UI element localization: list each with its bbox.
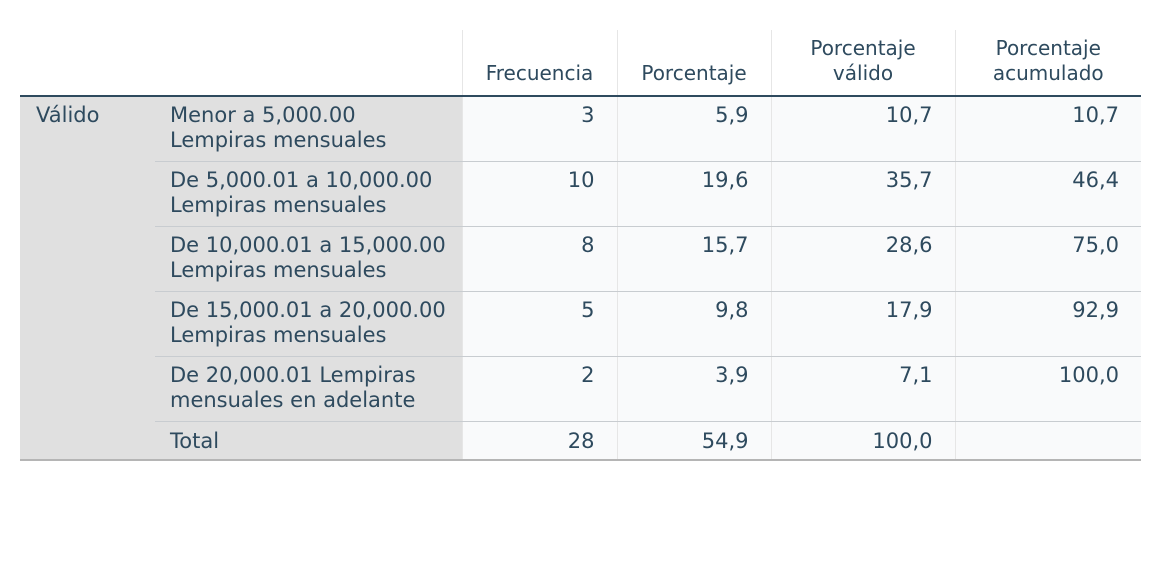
cell-porcentaje-valido: 10,7 — [770, 96, 955, 162]
cell-porcentaje-valido: 17,9 — [770, 291, 955, 357]
cell-porcentaje-valido: 28,6 — [770, 226, 955, 292]
table-row: De 10,000.01 a 15,000.00 Lempiras mensua… — [20, 226, 1141, 292]
header-row: Frecuencia Porcentaje Porcentaje válido … — [20, 30, 1141, 97]
total-porcentaje: 54,9 — [616, 421, 771, 461]
header-porcentaje-valido: Porcentaje válido — [770, 30, 955, 97]
header-frecuencia: Frecuencia — [461, 30, 617, 97]
cell-frecuencia: 3 — [461, 96, 617, 162]
total-label: Total — [155, 421, 462, 461]
table-row: De 5,000.01 a 10,000.00 Lempiras mensual… — [20, 161, 1141, 227]
frequency-table: Frecuencia Porcentaje Porcentaje válido … — [20, 30, 1141, 461]
cell-frecuencia: 8 — [461, 226, 617, 292]
cell-porcentaje: 5,9 — [616, 96, 771, 162]
cell-porcentaje: 9,8 — [616, 291, 771, 357]
cell-porcentaje: 3,9 — [616, 356, 771, 422]
table-row: Válido Menor a 5,000.00 Lempiras mensual… — [20, 96, 1141, 461]
row-label: De 10,000.01 a 15,000.00 Lempiras mensua… — [155, 226, 462, 292]
header-corner — [20, 30, 462, 97]
table-row: De 20,000.01 Lempiras mensuales en adela… — [20, 356, 1141, 422]
header-porcentaje: Porcentaje — [616, 30, 771, 97]
total-porcentaje-acumulado — [954, 421, 1141, 461]
cell-porcentaje-valido: 35,7 — [770, 161, 955, 227]
cell-porcentaje: 19,6 — [616, 161, 771, 227]
row-label: De 20,000.01 Lempiras mensuales en adela… — [155, 356, 462, 422]
row-label: De 15,000.01 a 20,000.00 Lempiras mensua… — [155, 291, 462, 357]
row-label: Menor a 5,000.00 Lempiras mensuales — [155, 96, 462, 162]
cell-porcentaje-acumulado: 46,4 — [954, 161, 1141, 227]
cell-porcentaje-valido: 7,1 — [770, 356, 955, 422]
group-label-valido: Válido — [20, 96, 155, 461]
cell-porcentaje-acumulado: 92,9 — [954, 291, 1141, 357]
cell-porcentaje-acumulado: 75,0 — [954, 226, 1141, 292]
cell-porcentaje-acumulado: 10,7 — [954, 96, 1141, 162]
cell-frecuencia: 5 — [461, 291, 617, 357]
cell-frecuencia: 10 — [461, 161, 617, 227]
cell-porcentaje-acumulado: 100,0 — [954, 356, 1141, 422]
cell-porcentaje: 15,7 — [616, 226, 771, 292]
total-frecuencia: 28 — [461, 421, 617, 461]
header-porcentaje-acumulado: Porcentaje acumulado — [954, 30, 1141, 97]
table-row: De 15,000.01 a 20,000.00 Lempiras mensua… — [20, 291, 1141, 357]
total-porcentaje-valido: 100,0 — [770, 421, 955, 461]
total-row: Total 28 54,9 100,0 — [20, 421, 1141, 461]
row-label: De 5,000.01 a 10,000.00 Lempiras mensual… — [155, 161, 462, 227]
cell-frecuencia: 2 — [461, 356, 617, 422]
